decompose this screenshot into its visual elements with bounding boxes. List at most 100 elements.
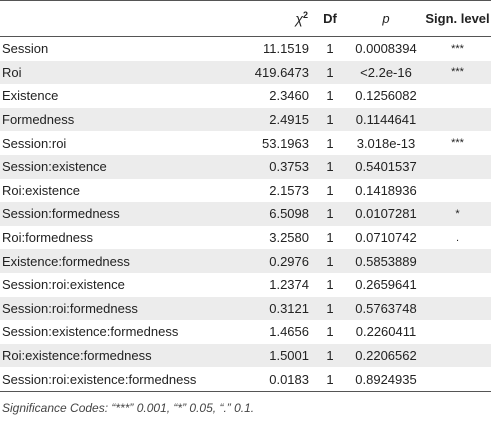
term-cell: Roi:formedness [2, 230, 94, 246]
chi-square-cell: 1.5001 [207, 343, 312, 368]
table-body: Session 11.1519 1 0.0008394 *** Roi 419.6473 1 <… [0, 37, 491, 392]
table-row: Formedness 2.4915 1 0.1144641 [0, 107, 491, 132]
term-cell: Roi:existence:formedness [0, 343, 207, 368]
chi-square-cell: 2.1573 [269, 182, 309, 198]
header-p: p [348, 0, 424, 37]
sign-level-cell [424, 154, 491, 179]
term-cell: Formedness [0, 107, 207, 132]
sign-level-cell: * [424, 202, 491, 226]
table-row: Session:existence:formedness 1.4656 1 0.226… [0, 320, 491, 344]
table-row: Existence 2.3460 1 0.1256082 [0, 84, 491, 108]
table-row: Existence:formedness 0.2976 1 0.5853889 [0, 249, 491, 273]
chi-square-cell: 0.0183 [207, 367, 312, 392]
anova-table-container: χ2 Df p Sign. level Session 11.1519 1 0.000… [0, 0, 491, 392]
p-value-cell: 0.5763748 [348, 296, 424, 321]
table-row: Session:roi:formedness 0.3121 1 0.5763748 [0, 296, 491, 321]
header-chi-superscript: 2 [302, 10, 308, 21]
df-cell: 1 [312, 343, 348, 368]
header-chi-square: χ2 [207, 0, 312, 37]
p-value-cell: 0.1418936 [355, 182, 417, 198]
df-cell: 1 [326, 230, 334, 246]
table-header-row: χ2 Df p Sign. level [0, 0, 491, 37]
term-cell: Session:roi [2, 135, 67, 151]
p-value-cell: <2.2e-16 [348, 60, 424, 85]
p-value-cell: 0.1144641 [348, 107, 424, 132]
df-cell: 1 [312, 202, 348, 226]
chi-square-cell: 2.4915 [207, 107, 312, 132]
table-row: Roi 419.6473 1 <2.2e-16 *** [0, 60, 491, 85]
sign-level-cell [424, 296, 491, 321]
sign-level-cell [424, 320, 491, 344]
sign-level-cell [424, 249, 491, 273]
header-sign-level: Sign. level [424, 0, 491, 37]
chi-square-cell: 0.3753 [207, 154, 312, 179]
p-value-cell: 0.5401537 [348, 154, 424, 179]
p-value-cell: 0.0107281 [348, 202, 424, 226]
sign-level-cell [424, 273, 491, 297]
df-cell: 1 [312, 296, 348, 321]
table-row: Session:formedness 6.5098 1 0.0107281 * [0, 202, 491, 226]
sign-level-cell: . [455, 231, 460, 244]
table-row: Roi:existence 2.1573 1 0.1418936 [0, 179, 491, 203]
df-cell: 1 [312, 107, 348, 132]
chi-square-cell: 0.2976 [207, 249, 312, 273]
term-cell: Session:existence [0, 154, 207, 179]
term-cell: Session:roi:existence:formedness [0, 367, 207, 392]
df-cell: 1 [312, 249, 348, 273]
chi-square-cell: 2.3460 [269, 88, 309, 104]
sign-level-cell [424, 367, 491, 392]
chi-square-cell: 3.2580 [269, 230, 309, 246]
chi-square-cell: 53.1963 [262, 135, 309, 151]
df-cell: 1 [312, 60, 348, 85]
table-row: Session:roi:existence 1.2374 1 0.2659641 [0, 273, 491, 297]
term-cell: Roi [0, 60, 207, 85]
df-cell: 1 [326, 277, 334, 293]
p-value-cell: 0.1256082 [355, 88, 417, 104]
sign-level-cell [424, 179, 491, 203]
p-value-cell: 3.018e-13 [356, 135, 416, 151]
p-value-cell: 0.0008394 [355, 41, 417, 57]
chi-square-cell: 419.6473 [207, 60, 312, 85]
term-cell: Session:existence:formedness [2, 324, 179, 340]
table-row: Session:existence 0.3753 1 0.5401537 [0, 154, 491, 179]
term-cell: Roi:existence [2, 182, 81, 198]
chi-square-cell: 0.3121 [207, 296, 312, 321]
term-cell: Session:formedness [0, 202, 207, 226]
sign-level-cell: *** [451, 42, 464, 55]
df-cell: 1 [326, 135, 334, 151]
chi-square-cell: 1.2374 [269, 277, 309, 293]
df-cell: 1 [326, 41, 334, 57]
header-df: Df [312, 0, 348, 37]
p-value-cell: 0.2206562 [348, 343, 424, 368]
term-cell: Session:roi:formedness [0, 296, 207, 321]
p-value-cell: 0.5853889 [348, 249, 424, 273]
term-cell: Session [2, 41, 49, 57]
p-value-cell: 0.2260411 [355, 324, 417, 340]
sign-level-cell [424, 84, 491, 108]
term-cell: Existence:formedness [0, 249, 207, 273]
table-row: Roi:formedness 3.2580 1 0.0710742. [0, 226, 491, 250]
term-cell: Session:roi:existence [2, 277, 125, 293]
table-row: Session:roi 53.1963 1 3.018e-13 *** [0, 131, 491, 155]
table-row: Session:roi:existence:formedness 0.0183 1 0… [0, 367, 491, 392]
sign-level-cell [424, 107, 491, 132]
header-chi-symbol: χ [295, 10, 303, 27]
p-value-cell: 0.8924935 [348, 367, 424, 392]
sign-level-cell: *** [451, 137, 464, 150]
sign-level-cell [424, 343, 491, 368]
chi-square-cell: 6.5098 [207, 202, 312, 226]
table-row: Session 11.1519 1 0.0008394 *** [0, 37, 491, 61]
anova-table: χ2 Df p Sign. level Session 11.1519 1 0.000… [0, 0, 491, 392]
df-cell: 1 [326, 88, 334, 104]
table-row: Roi:existence:formedness 1.5001 1 0.2206562 [0, 343, 491, 368]
df-cell: 1 [326, 182, 334, 198]
chi-square-cell: 1.4656 [269, 324, 309, 340]
sign-level-cell: *** [424, 60, 491, 85]
p-value-cell: 0.0710742 [355, 230, 417, 246]
df-cell: 1 [312, 367, 348, 392]
term-cell: Existence [2, 88, 59, 104]
p-value-cell: 0.2659641 [355, 277, 417, 293]
df-cell: 1 [312, 154, 348, 179]
chi-square-cell: 11.1519 [262, 41, 309, 57]
header-term [0, 0, 207, 37]
